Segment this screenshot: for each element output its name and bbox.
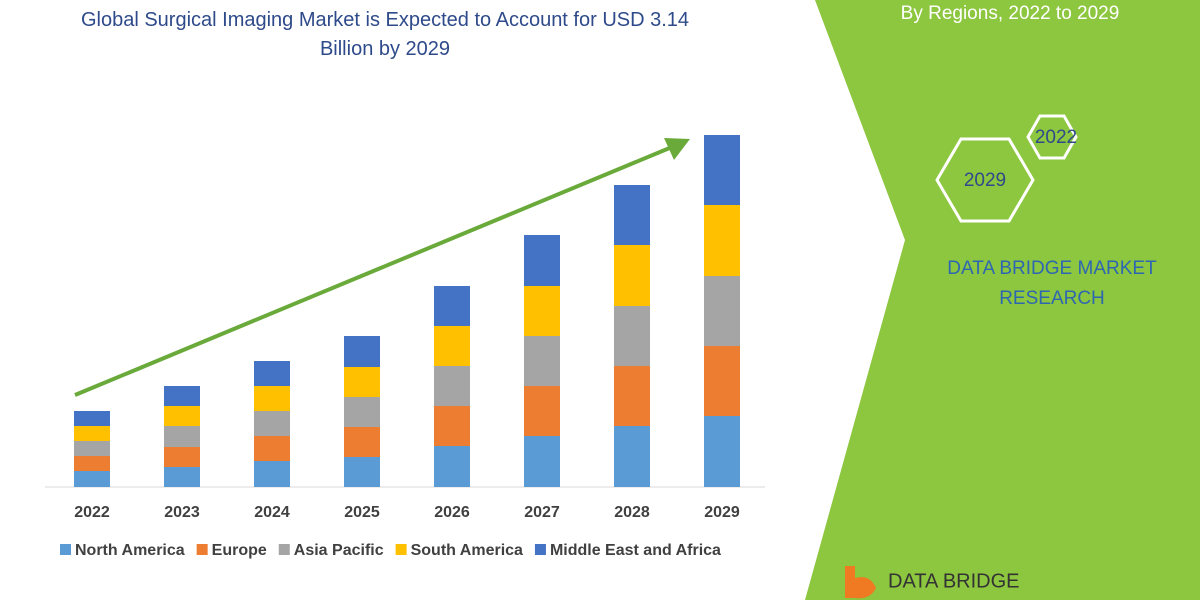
side-panel bbox=[805, 0, 1200, 600]
bar-segment bbox=[74, 471, 110, 487]
chart-title: Global Surgical Imaging Market is Expect… bbox=[80, 9, 690, 60]
x-tick-label: 2029 bbox=[704, 504, 740, 521]
bar-segment bbox=[704, 205, 740, 276]
bar-segment bbox=[344, 457, 380, 487]
bar-segment bbox=[344, 427, 380, 457]
legend-label: Middle East and Africa bbox=[550, 542, 721, 559]
bar-segment bbox=[704, 346, 740, 416]
bar-segment bbox=[704, 135, 740, 205]
legend-swatch bbox=[395, 544, 407, 555]
bar-segment bbox=[704, 416, 740, 487]
bar-segment bbox=[614, 306, 650, 366]
x-tick-label: 2023 bbox=[164, 504, 200, 521]
bar-segment bbox=[254, 386, 290, 411]
x-tick-label: 2022 bbox=[74, 504, 110, 521]
bar-segment bbox=[164, 426, 200, 447]
bar-segment bbox=[524, 235, 560, 286]
bar-segment bbox=[614, 185, 650, 245]
trend-arrow-head bbox=[664, 138, 690, 160]
legend-swatch bbox=[278, 544, 290, 555]
badge-label: 2022 bbox=[1035, 127, 1077, 148]
bar-segment bbox=[524, 286, 560, 336]
bar-segment bbox=[524, 436, 560, 487]
bar-segment bbox=[254, 411, 290, 436]
x-tick-label: 2027 bbox=[524, 504, 560, 521]
brand-text: DATA BRIDGE MARKET RESEARCH bbox=[947, 258, 1157, 309]
bar-segment bbox=[164, 447, 200, 467]
bar-segment bbox=[434, 366, 470, 406]
bar-segment bbox=[614, 426, 650, 487]
logo-icon bbox=[845, 566, 876, 599]
legend-swatch bbox=[60, 544, 71, 555]
legend-label: South America bbox=[411, 542, 523, 559]
bar-segment bbox=[74, 426, 110, 441]
x-tick-label: 2025 bbox=[344, 504, 380, 521]
bar-segment bbox=[74, 441, 110, 456]
legend-label: North America bbox=[75, 542, 185, 559]
bar-segment bbox=[254, 461, 290, 487]
legend-swatch bbox=[534, 544, 546, 555]
bar-segment bbox=[164, 386, 200, 406]
bar-segment bbox=[434, 286, 470, 326]
bar-segment bbox=[344, 367, 380, 397]
bar-segment bbox=[434, 406, 470, 446]
bar-segment bbox=[524, 336, 560, 386]
bar-segment bbox=[524, 386, 560, 436]
bar-segment bbox=[434, 446, 470, 487]
bar-segment bbox=[74, 456, 110, 471]
bar-segment bbox=[344, 397, 380, 427]
legend-label: Europe bbox=[212, 542, 267, 559]
bar-segment bbox=[614, 245, 650, 306]
logo-text: DATA BRIDGE bbox=[888, 570, 1020, 592]
legend-swatch bbox=[196, 544, 208, 555]
bar-segment bbox=[164, 467, 200, 487]
legend-label: Asia Pacific bbox=[294, 542, 384, 559]
trend-arrow bbox=[74, 145, 673, 397]
bar-segment bbox=[74, 411, 110, 426]
x-tick-label: 2026 bbox=[434, 504, 470, 521]
bar-segment bbox=[704, 276, 740, 346]
hexagon bbox=[1026, 114, 1078, 160]
hexagon bbox=[935, 137, 1035, 223]
chart-subtitle: By Regions, 2022 to 2029 bbox=[901, 3, 1120, 24]
bar-segment bbox=[254, 361, 290, 386]
bar-segment bbox=[254, 436, 290, 461]
bar-segment bbox=[344, 336, 380, 367]
bar-segment bbox=[614, 366, 650, 426]
badge-label: 2029 bbox=[964, 170, 1006, 191]
bar-segment bbox=[434, 326, 470, 366]
x-tick-label: 2028 bbox=[614, 504, 650, 521]
x-tick-label: 2024 bbox=[254, 504, 290, 521]
bar-segment bbox=[164, 406, 200, 426]
